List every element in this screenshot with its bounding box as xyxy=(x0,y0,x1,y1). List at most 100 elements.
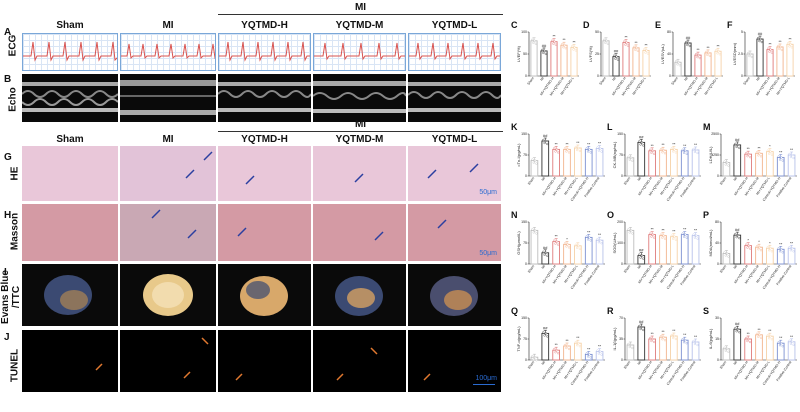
chart-f: FLVESD(mm)Sham##MI**MI+YQTMD-H**MI+YQTMD… xyxy=(727,20,795,97)
data-point xyxy=(650,151,653,154)
y-tick-label: 0 xyxy=(621,358,623,362)
bar xyxy=(684,42,692,77)
data-point xyxy=(726,347,729,350)
data-point xyxy=(788,152,791,156)
heart-slice-highlight xyxy=(246,281,270,299)
significance-mark: ** xyxy=(587,229,591,234)
data-point xyxy=(663,339,667,342)
data-point xyxy=(718,53,721,56)
header-sham-lower: Sham xyxy=(56,134,84,145)
y-axis-label: LVEF(%) xyxy=(516,45,521,62)
data-point xyxy=(767,47,770,50)
data-point xyxy=(662,149,665,152)
arrow-icon xyxy=(95,363,103,371)
y-tick-label: 40 xyxy=(667,52,671,56)
data-point xyxy=(613,54,616,57)
significance-mark: ## xyxy=(614,49,619,54)
data-point xyxy=(553,239,556,242)
data-point xyxy=(777,44,780,48)
data-point xyxy=(745,152,748,155)
data-point xyxy=(651,337,654,341)
y-tick-label: 0 xyxy=(525,358,527,362)
y-tick-label: 0 xyxy=(741,74,743,78)
data-point xyxy=(635,46,638,49)
data-point xyxy=(738,146,741,150)
data-point xyxy=(685,152,688,155)
data-point xyxy=(532,161,535,164)
ecg-l xyxy=(408,33,501,71)
data-point xyxy=(738,331,741,334)
significance-mark: ** xyxy=(562,37,566,42)
data-point xyxy=(644,51,647,54)
data-point xyxy=(567,151,571,154)
data-point xyxy=(630,156,633,159)
echo-m xyxy=(313,74,406,122)
data-point xyxy=(724,349,727,352)
tick-label: MI xyxy=(637,264,642,269)
ttc-l xyxy=(408,264,501,326)
chart-letter: S xyxy=(703,306,709,316)
significance-mark: ## xyxy=(543,325,548,330)
data-point xyxy=(670,234,673,237)
data-point xyxy=(649,336,652,340)
tick-label: Sham xyxy=(623,176,631,186)
data-point xyxy=(693,342,696,346)
tunel-sham xyxy=(22,330,118,392)
significance-mark: ** xyxy=(696,47,700,52)
row-letter-j: J xyxy=(4,332,10,343)
data-point xyxy=(723,160,726,163)
data-point xyxy=(642,144,645,147)
significance-mark: ** xyxy=(587,346,591,351)
data-point xyxy=(779,45,782,49)
y-tick-label: 50 xyxy=(595,30,599,34)
data-point xyxy=(746,155,749,158)
scale-label-he: 50μm xyxy=(479,189,497,196)
ecg-m xyxy=(313,33,406,71)
significance-mark: ## xyxy=(639,248,644,253)
y-axis-label: LVESV(uL) xyxy=(660,43,665,63)
data-point xyxy=(553,348,556,351)
data-point xyxy=(749,156,752,159)
charts-area: C LVEF(%) Sham ## MI ** MI+YQTMD-H ** MI+YQTMD-M… xyxy=(505,0,800,412)
chart-letter: O xyxy=(607,210,614,220)
data-point xyxy=(662,336,665,339)
significance-mark: ** xyxy=(565,141,569,146)
bar xyxy=(776,46,784,77)
bar xyxy=(648,234,656,265)
y-axis-label: CK-MB(ng/mL) xyxy=(612,141,617,168)
row-label-he: HE xyxy=(9,166,21,181)
bar xyxy=(733,328,742,361)
data-point xyxy=(676,63,679,66)
data-point xyxy=(759,249,763,252)
data-point xyxy=(755,245,759,248)
data-point xyxy=(674,238,677,241)
data-point xyxy=(640,141,644,144)
data-point xyxy=(534,42,537,45)
chart-c: CLVEF(%)Sham##MI**MI+YQTMD-H**MI+YQTMD-M… xyxy=(511,20,579,97)
data-point xyxy=(636,49,639,52)
data-point xyxy=(596,238,599,241)
data-point xyxy=(735,145,738,149)
y-tick-label: 150 xyxy=(521,220,527,224)
data-point xyxy=(574,243,577,246)
bar xyxy=(626,229,635,265)
significance-mark: ** xyxy=(778,39,782,44)
chart-k: KcTn-I(pg/mL)Sham##MI**MI+YQTMD-H**MI+YQ… xyxy=(511,122,605,202)
row-label-ecg: ECG xyxy=(7,34,19,57)
tick-label: Sham xyxy=(719,264,727,274)
data-point xyxy=(615,55,618,58)
arrow-icon xyxy=(235,373,243,381)
data-point xyxy=(684,339,687,342)
data-point xyxy=(578,247,581,250)
data-point xyxy=(623,40,626,43)
he-l: 50μm xyxy=(408,146,501,201)
significance-mark: ** xyxy=(552,34,556,39)
bar xyxy=(574,147,582,177)
data-point xyxy=(651,233,654,236)
y-tick-label: 80 xyxy=(667,30,671,34)
data-point xyxy=(653,152,656,155)
tick-label: MI xyxy=(733,264,738,269)
data-point xyxy=(566,243,569,246)
data-point xyxy=(625,41,628,44)
chart-letter: L xyxy=(607,122,613,132)
